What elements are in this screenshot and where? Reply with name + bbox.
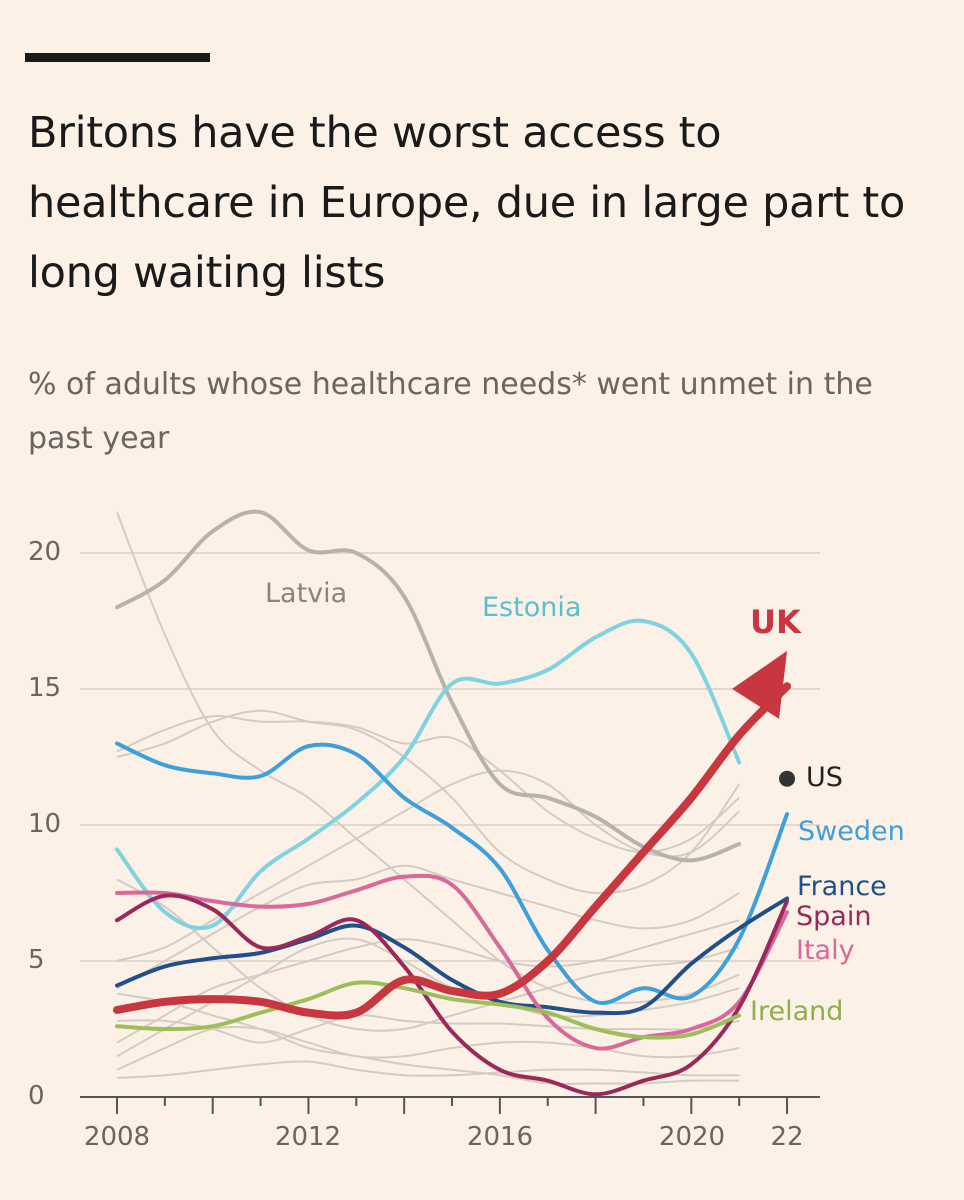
x-tick-label: 22 [770, 1122, 804, 1152]
background-series-line [116, 878, 740, 1032]
x-tick-label: 2012 [274, 1122, 342, 1152]
background-series-line [116, 715, 740, 854]
series-line-uk [113, 682, 792, 1020]
y-tick-label: 5 [28, 945, 45, 975]
series-label-us: US [806, 762, 843, 793]
y-tick-label: 20 [28, 537, 62, 567]
series-label-italy: Italy [796, 935, 855, 966]
series-point-us [779, 770, 796, 787]
title-rule [25, 53, 210, 62]
series-line-estonia [115, 618, 742, 931]
chart-title: Britons have the worst access to healthc… [28, 108, 905, 298]
series-label-estonia: Estonia [482, 592, 582, 623]
background-series-line [116, 769, 740, 962]
series-label-latvia: Latvia [265, 578, 348, 609]
x-tick-label: 2020 [658, 1122, 726, 1152]
series-label-uk: UK [750, 603, 801, 641]
y-tick-label: 0 [28, 1081, 45, 1111]
series-arrowhead-uk [732, 650, 788, 719]
background-series-line [116, 1060, 740, 1079]
series-line-latvia [115, 509, 742, 863]
series-label-sweden: Sweden [798, 816, 905, 847]
series-line-spain [115, 893, 790, 1097]
chart-subtitle: % of adults whose healthcare needs* went… [28, 367, 873, 456]
x-tick-label: 2016 [466, 1122, 534, 1152]
background-series-line [116, 709, 740, 895]
series-line-france [115, 896, 790, 1016]
series-label-spain: Spain [796, 901, 872, 932]
series-line-italy [115, 873, 790, 1051]
background-series-line [116, 1025, 740, 1071]
background-series-line [116, 511, 740, 1005]
background-series-line [116, 864, 740, 990]
series-line-ireland [115, 980, 742, 1040]
series-label-ireland: Ireland [750, 996, 844, 1027]
x-tick-label: 2008 [83, 1122, 151, 1152]
series-label-france: France [797, 871, 887, 902]
background-series-line [116, 919, 740, 1044]
series-line-sweden [115, 741, 790, 1006]
y-tick-label: 10 [28, 809, 62, 839]
y-tick-label: 15 [28, 673, 62, 703]
